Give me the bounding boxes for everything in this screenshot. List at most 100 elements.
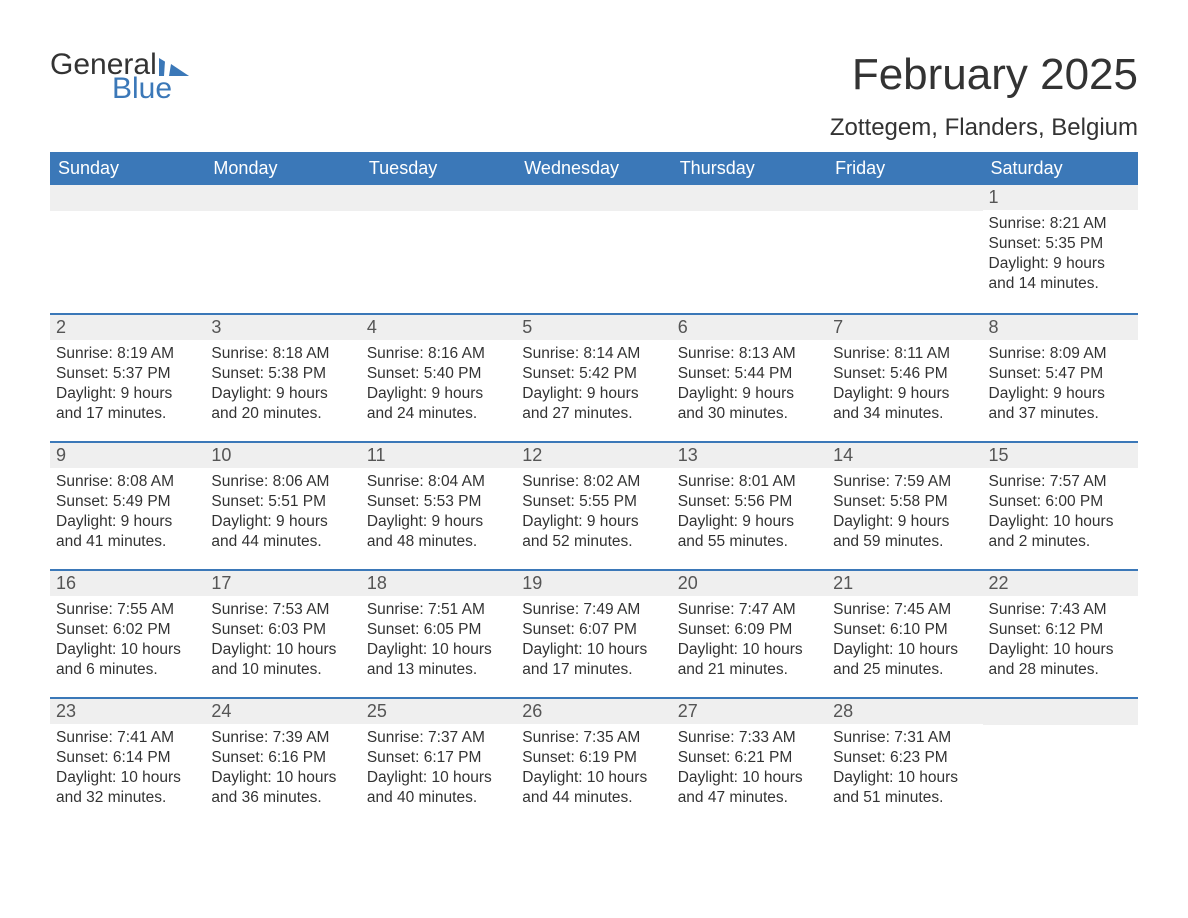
day-line-d2: and 44 minutes. bbox=[211, 532, 354, 552]
day-line-d2: and 59 minutes. bbox=[833, 532, 976, 552]
calendar-week-row: 2 Sunrise: 8:19 AMSunset: 5:37 PM Daylight… bbox=[50, 313, 1138, 441]
day-number: 22 bbox=[983, 569, 1138, 596]
calendar-day-cell: 13Sunrise: 8:01 AMSunset: 5:56 PMDayligh… bbox=[672, 441, 827, 569]
weekday-header: Tuesday bbox=[361, 152, 516, 185]
calendar-empty-cell bbox=[827, 185, 982, 313]
day-body: Sunrise: 7:53 AMSunset: 6:03 PMDaylight:… bbox=[205, 596, 360, 681]
day-body: Sunrise: 7:55 AMSunset: 6:02 PMDaylight:… bbox=[50, 596, 205, 681]
location: Zottegem, Flanders, Belgium bbox=[830, 114, 1138, 142]
day-line-ss: Sunset: 6:00 PM bbox=[989, 492, 1132, 512]
day-number: 5 bbox=[516, 313, 671, 340]
day-line-d2: and 17 minutes. bbox=[56, 404, 199, 424]
day-line-d1: Daylight: 9 hours bbox=[989, 254, 1132, 274]
day-number: 8 bbox=[983, 313, 1138, 340]
calendar-day-cell: 24Sunrise: 7:39 AMSunset: 6:16 PMDayligh… bbox=[205, 697, 360, 825]
day-line-d2: and 17 minutes. bbox=[522, 660, 665, 680]
day-line-sr: Sunrise: 8:13 AM bbox=[678, 344, 821, 364]
day-line-ss: Sunset: 5:58 PM bbox=[833, 492, 976, 512]
day-line-d2: and 40 minutes. bbox=[367, 788, 510, 808]
day-line-d1: Daylight: 10 hours bbox=[522, 640, 665, 660]
day-body: Sunrise: 7:35 AMSunset: 6:19 PMDaylight:… bbox=[516, 724, 671, 809]
day-number: 2 bbox=[50, 313, 205, 340]
day-line-sr: Sunrise: 8:04 AM bbox=[367, 472, 510, 492]
day-line-d1: Daylight: 10 hours bbox=[833, 640, 976, 660]
calendar-page: General Blue February 2025 Zottegem, Fla… bbox=[0, 0, 1188, 918]
calendar-week-row: 1Sunrise: 8:21 AMSunset: 5:35 PMDaylight… bbox=[50, 185, 1138, 313]
day-line-ss: Sunset: 5:49 PM bbox=[56, 492, 199, 512]
day-line-d2: and 47 minutes. bbox=[678, 788, 821, 808]
day-line-ss: Sunset: 5:47 PM bbox=[989, 364, 1132, 384]
day-number: 1 bbox=[983, 185, 1138, 210]
day-line-d2: and 37 minutes. bbox=[989, 404, 1132, 424]
day-number: 12 bbox=[516, 441, 671, 468]
day-body: Sunrise: 8:09 AMSunset: 5:47 PMDaylight:… bbox=[983, 340, 1138, 425]
weekday-header: Wednesday bbox=[516, 152, 671, 185]
day-body bbox=[361, 211, 516, 215]
day-number bbox=[827, 185, 982, 211]
day-line-d2: and 10 minutes. bbox=[211, 660, 354, 680]
day-line-d2: and 34 minutes. bbox=[833, 404, 976, 424]
day-body: Sunrise: 7:51 AMSunset: 6:05 PMDaylight:… bbox=[361, 596, 516, 681]
day-line-ss: Sunset: 5:56 PM bbox=[678, 492, 821, 512]
calendar-empty-cell bbox=[361, 185, 516, 313]
day-line-d2: and 20 minutes. bbox=[211, 404, 354, 424]
day-line-ss: Sunset: 6:02 PM bbox=[56, 620, 199, 640]
day-body: Sunrise: 7:33 AMSunset: 6:21 PMDaylight:… bbox=[672, 724, 827, 809]
weekday-header: Sunday bbox=[50, 152, 205, 185]
calendar-day-cell: 14Sunrise: 7:59 AMSunset: 5:58 PMDayligh… bbox=[827, 441, 982, 569]
calendar-day-cell: 4Sunrise: 8:16 AMSunset: 5:40 PMDaylight… bbox=[361, 313, 516, 441]
day-body bbox=[50, 211, 205, 215]
day-line-d2: and 41 minutes. bbox=[56, 532, 199, 552]
day-line-ss: Sunset: 6:14 PM bbox=[56, 748, 199, 768]
day-line-d1: Daylight: 10 hours bbox=[367, 768, 510, 788]
day-line-sr: Sunrise: 8:19 AM bbox=[56, 344, 199, 364]
calendar-empty-cell bbox=[516, 185, 671, 313]
day-line-d1: Daylight: 9 hours bbox=[833, 512, 976, 532]
day-line-d2: and 21 minutes. bbox=[678, 660, 821, 680]
calendar-day-cell: 28Sunrise: 7:31 AMSunset: 6:23 PMDayligh… bbox=[827, 697, 982, 825]
day-line-d1: Daylight: 10 hours bbox=[833, 768, 976, 788]
calendar-day-cell: 5Sunrise: 8:14 AMSunset: 5:42 PMDaylight… bbox=[516, 313, 671, 441]
day-number: 20 bbox=[672, 569, 827, 596]
day-line-d1: Daylight: 10 hours bbox=[56, 768, 199, 788]
day-line-d1: Daylight: 10 hours bbox=[522, 768, 665, 788]
calendar-empty-cell bbox=[983, 697, 1138, 825]
day-line-sr: Sunrise: 7:33 AM bbox=[678, 728, 821, 748]
day-number: 4 bbox=[361, 313, 516, 340]
day-line-ss: Sunset: 6:17 PM bbox=[367, 748, 510, 768]
calendar-head: SundayMondayTuesdayWednesdayThursdayFrid… bbox=[50, 152, 1138, 185]
day-number bbox=[516, 185, 671, 211]
day-line-d2: and 14 minutes. bbox=[989, 274, 1132, 294]
day-number bbox=[983, 697, 1138, 725]
calendar-week-row: 23Sunrise: 7:41 AMSunset: 6:14 PMDayligh… bbox=[50, 697, 1138, 825]
calendar-day-cell: 17Sunrise: 7:53 AMSunset: 6:03 PMDayligh… bbox=[205, 569, 360, 697]
weekday-header: Saturday bbox=[983, 152, 1138, 185]
day-line-sr: Sunrise: 8:08 AM bbox=[56, 472, 199, 492]
day-number: 25 bbox=[361, 697, 516, 724]
day-line-d2: and 32 minutes. bbox=[56, 788, 199, 808]
day-line-ss: Sunset: 6:23 PM bbox=[833, 748, 976, 768]
day-line-d1: Daylight: 10 hours bbox=[211, 768, 354, 788]
day-body: Sunrise: 7:47 AMSunset: 6:09 PMDaylight:… bbox=[672, 596, 827, 681]
calendar-day-cell: 20Sunrise: 7:47 AMSunset: 6:09 PMDayligh… bbox=[672, 569, 827, 697]
day-body: Sunrise: 8:16 AMSunset: 5:40 PMDaylight:… bbox=[361, 340, 516, 425]
calendar-day-cell: 16Sunrise: 7:55 AMSunset: 6:02 PMDayligh… bbox=[50, 569, 205, 697]
day-line-d1: Daylight: 9 hours bbox=[678, 384, 821, 404]
day-line-ss: Sunset: 6:09 PM bbox=[678, 620, 821, 640]
day-number bbox=[361, 185, 516, 211]
day-body bbox=[827, 211, 982, 215]
calendar-day-cell: 18Sunrise: 7:51 AMSunset: 6:05 PMDayligh… bbox=[361, 569, 516, 697]
day-line-d1: Daylight: 9 hours bbox=[367, 512, 510, 532]
day-line-d2: and 30 minutes. bbox=[678, 404, 821, 424]
calendar-day-cell: 25Sunrise: 7:37 AMSunset: 6:17 PMDayligh… bbox=[361, 697, 516, 825]
calendar-empty-cell bbox=[50, 185, 205, 313]
day-number: 7 bbox=[827, 313, 982, 340]
day-body bbox=[672, 211, 827, 215]
day-number: 9 bbox=[50, 441, 205, 468]
day-line-d2: and 13 minutes. bbox=[367, 660, 510, 680]
day-line-ss: Sunset: 5:37 PM bbox=[56, 364, 199, 384]
day-line-d1: Daylight: 10 hours bbox=[989, 512, 1132, 532]
day-line-ss: Sunset: 5:55 PM bbox=[522, 492, 665, 512]
day-line-sr: Sunrise: 8:01 AM bbox=[678, 472, 821, 492]
day-body: Sunrise: 8:18 AMSunset: 5:38 PMDaylight:… bbox=[205, 340, 360, 425]
